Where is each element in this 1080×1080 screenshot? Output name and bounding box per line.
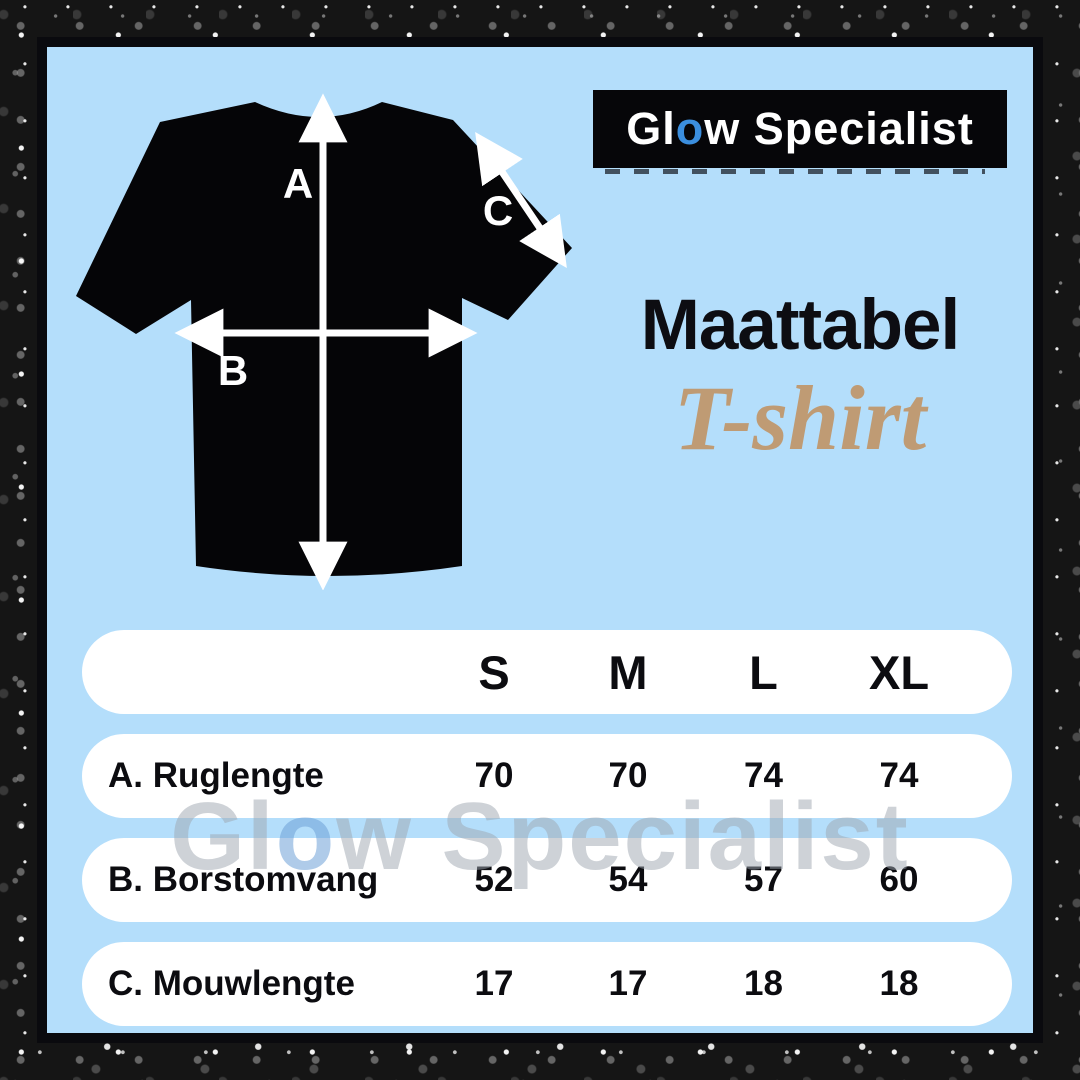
label-a: A — [283, 160, 313, 207]
value-m: 17 — [608, 964, 648, 1003]
column-header-s: S — [478, 645, 510, 699]
table-row-mouwlengte: C. Mouwlengte 17 17 18 18 — [82, 942, 1012, 1026]
table-row-borstomvang: B. Borstomvang 52 54 57 60 — [82, 838, 1012, 922]
size-table-header-row: S M L XL — [82, 630, 1012, 714]
value-xl: 18 — [879, 964, 919, 1003]
content-panel: A B C Gl o w Specialist Maattabel T-shirt … — [37, 37, 1043, 1043]
column-header-l: L — [749, 645, 778, 699]
logo-text-start: Gl — [626, 103, 676, 154]
table-row-ruglengte: A. Ruglengte 70 70 74 74 — [82, 734, 1012, 818]
brand-logo-text: Gl o w Specialist — [593, 90, 1007, 168]
label-c: C — [483, 187, 513, 234]
row-label: C. Mouwlengte — [108, 964, 355, 1003]
value-s: 17 — [474, 964, 514, 1003]
value-m: 54 — [608, 860, 648, 899]
column-header-m: M — [608, 645, 648, 699]
value-s: 70 — [474, 756, 514, 795]
row-label: A. Ruglengte — [108, 756, 324, 795]
value-xl: 74 — [879, 756, 919, 795]
tshirt-diagram: A B C — [76, 93, 572, 590]
logo-accent-letter: o — [675, 103, 705, 154]
value-l: 74 — [744, 756, 783, 795]
brand-logo: Gl o w Specialist — [593, 90, 1007, 174]
page-title: Maattabel — [640, 286, 960, 365]
logo-text-end: w Specialist — [704, 103, 974, 154]
value-m: 70 — [608, 756, 648, 795]
value-xl: 60 — [879, 860, 919, 899]
row-label: B. Borstomvang — [108, 860, 379, 899]
value-l: 57 — [744, 860, 783, 899]
column-header-xl: XL — [868, 645, 930, 699]
page-subtitle: T-shirt — [673, 367, 927, 469]
value-s: 52 — [474, 860, 514, 899]
value-l: 18 — [744, 964, 783, 1003]
label-b: B — [218, 347, 248, 394]
logo-cropped-second-line — [605, 169, 985, 174]
sleeve-arrow — [475, 131, 567, 269]
